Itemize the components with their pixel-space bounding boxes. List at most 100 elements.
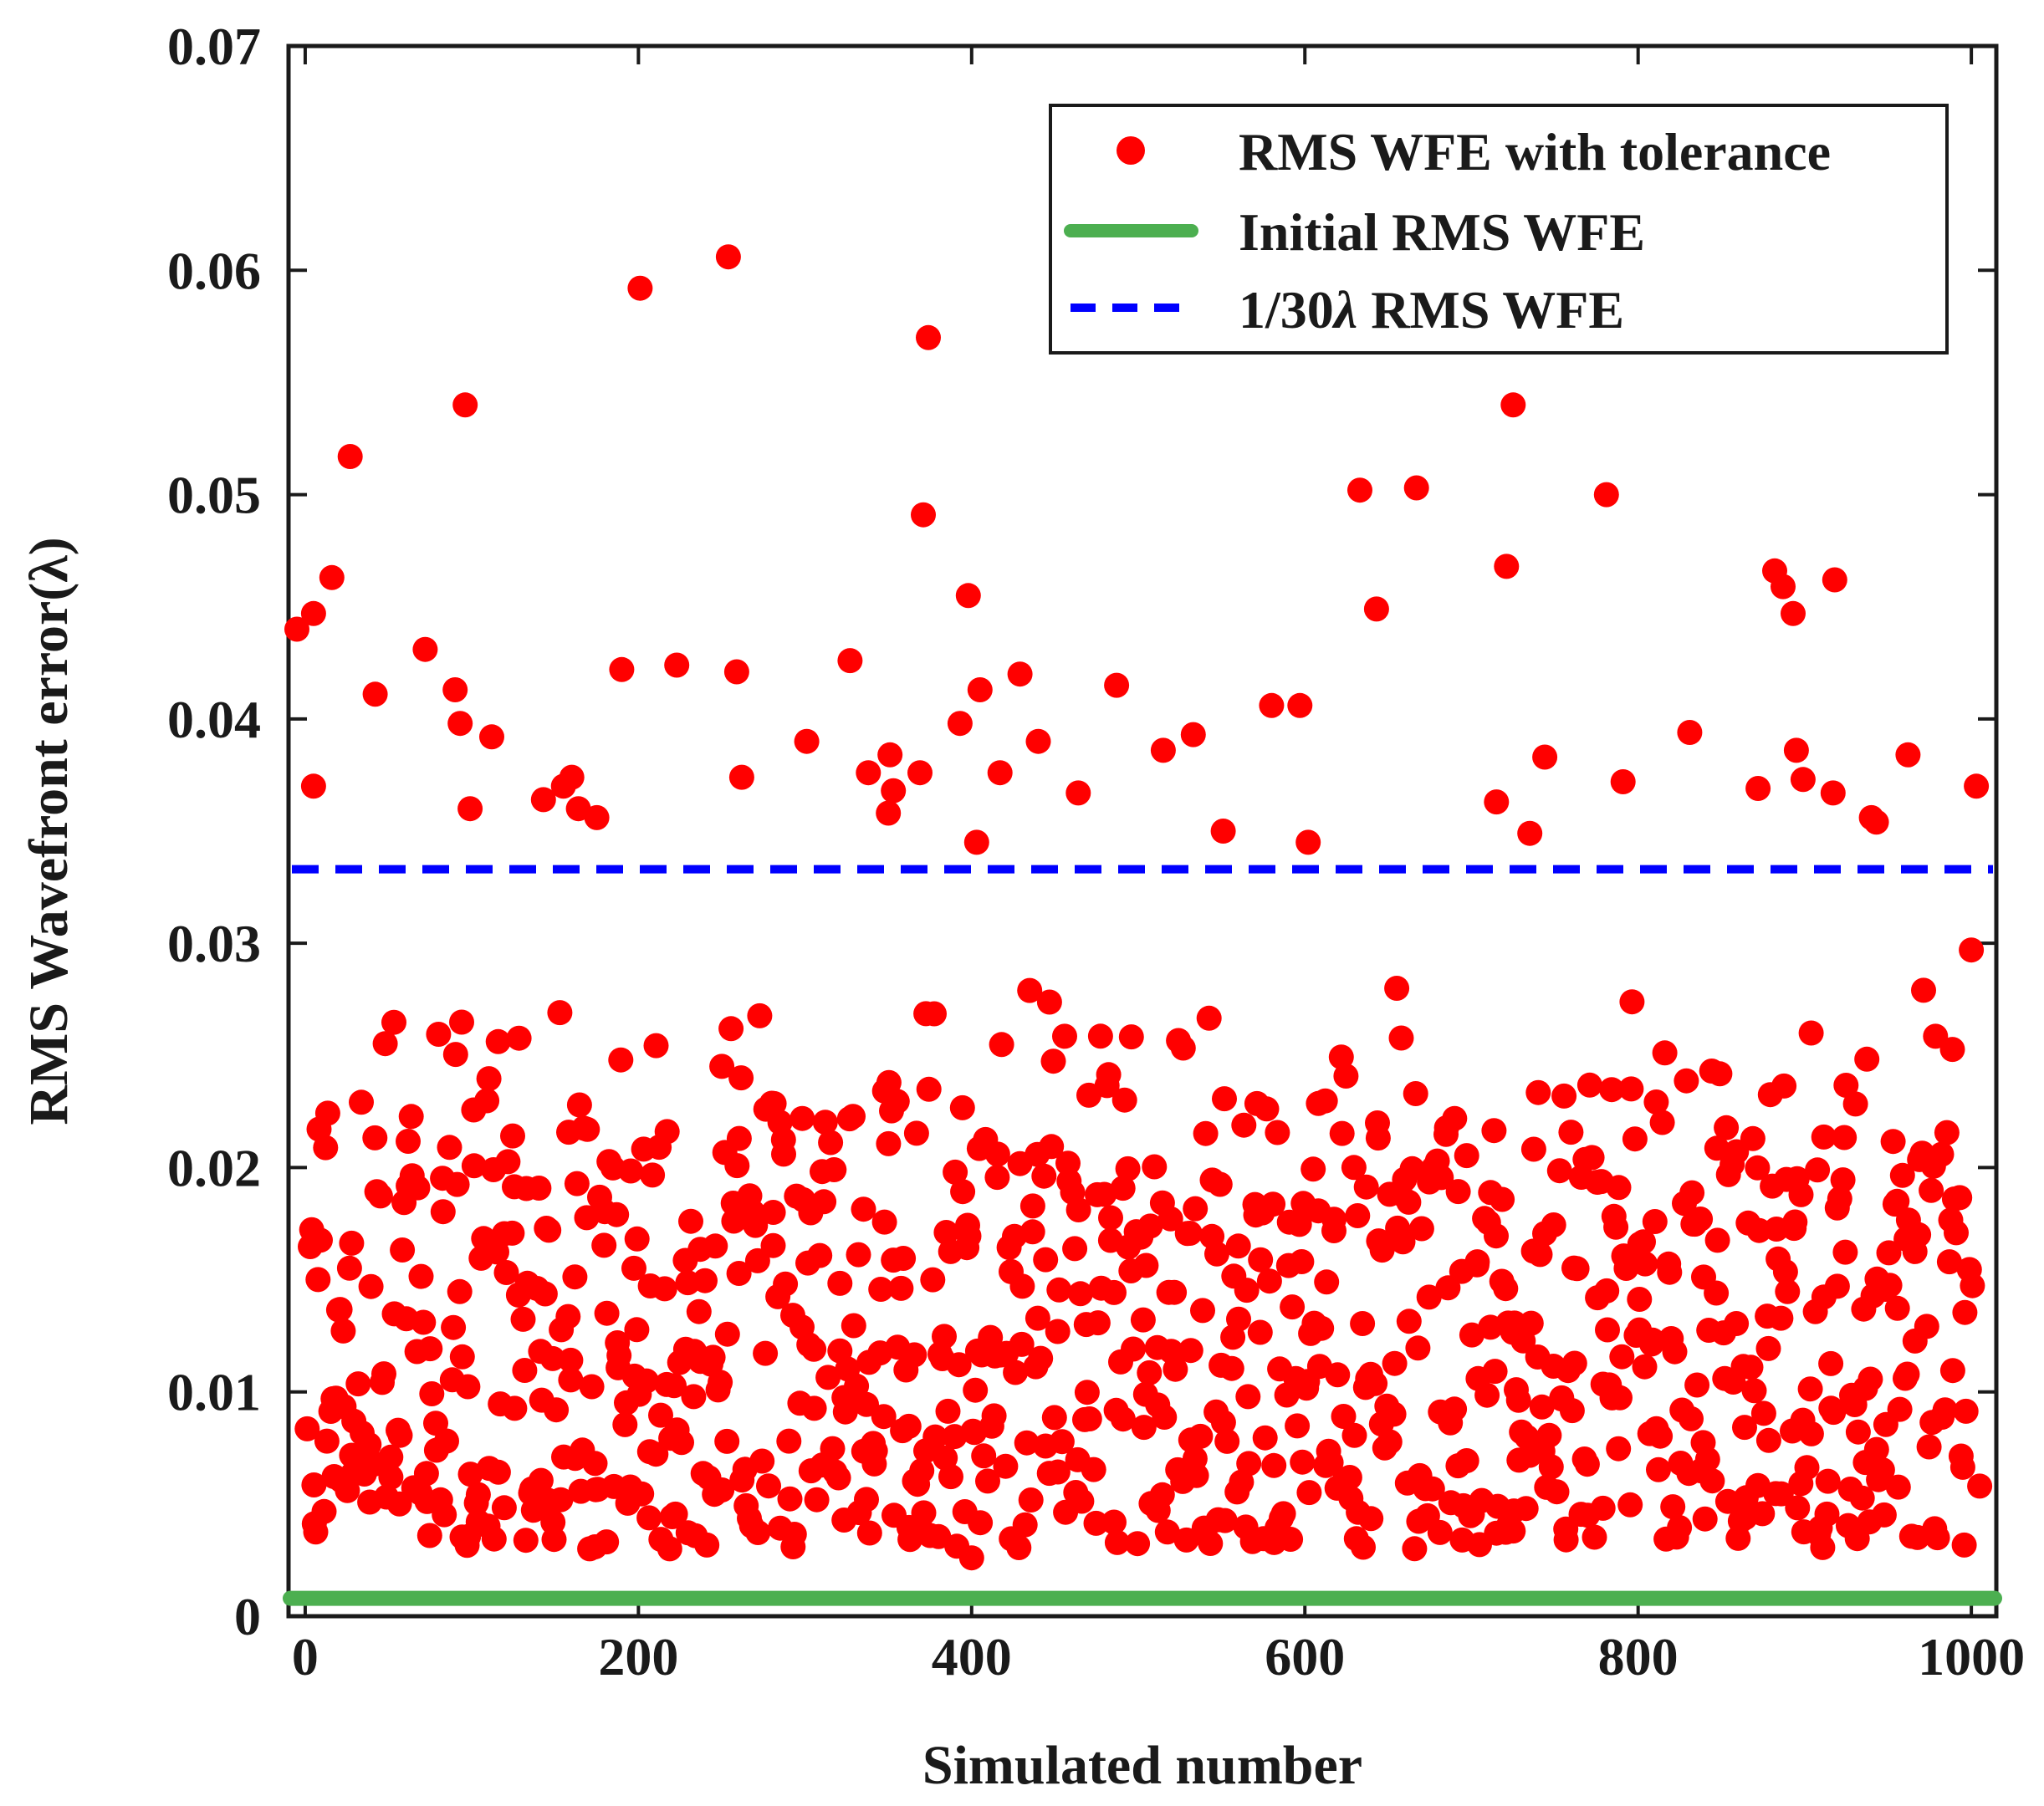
data-point (881, 778, 907, 804)
data-point (664, 652, 690, 678)
data-point (465, 1482, 491, 1508)
data-point (1877, 1273, 1903, 1298)
data-point (485, 1459, 511, 1485)
data-point (633, 1368, 659, 1394)
data-point (922, 1424, 948, 1450)
data-point (681, 1384, 707, 1410)
data-point (1028, 1345, 1054, 1371)
data-point (723, 659, 749, 685)
data-point (1594, 1278, 1620, 1303)
data-point (662, 1501, 688, 1527)
data-point (812, 1110, 838, 1135)
data-point (430, 1199, 456, 1225)
data-point (1405, 1335, 1431, 1361)
data-point (1328, 1044, 1354, 1070)
data-point (1613, 1256, 1639, 1281)
data-point (301, 1472, 327, 1497)
data-point (1396, 1189, 1422, 1215)
data-point (1885, 1474, 1911, 1500)
data-point (1481, 1118, 1507, 1144)
data-point (1871, 1502, 1897, 1528)
data-point (1824, 1273, 1850, 1299)
data-point (648, 1402, 673, 1428)
data-point (1494, 554, 1520, 579)
data-point (1314, 1269, 1340, 1295)
data-point (1133, 1252, 1159, 1278)
data-point (662, 1373, 687, 1399)
data-point (378, 1444, 404, 1470)
data-point (1362, 1370, 1388, 1396)
data-point (1003, 1360, 1029, 1385)
x-tick-label: 0 (292, 1627, 319, 1686)
data-point (1033, 1247, 1059, 1273)
data-point (1454, 1448, 1479, 1473)
data-point (911, 502, 936, 528)
data-point (367, 1183, 393, 1209)
data-point (1353, 1174, 1379, 1200)
data-point (807, 1242, 833, 1268)
data-point (967, 677, 993, 702)
y-axis-title: RMS Wavefront error(λ) (18, 537, 79, 1125)
data-point (1527, 1242, 1553, 1268)
data-point (981, 1403, 1007, 1429)
data-point (1818, 1350, 1844, 1376)
data-point (1500, 392, 1526, 418)
data-point (1677, 720, 1703, 745)
data-point (1427, 1519, 1453, 1545)
data-point (844, 1373, 870, 1399)
data-point (584, 804, 610, 830)
data-point (1603, 1214, 1629, 1240)
data-point (686, 1298, 712, 1324)
data-point (609, 656, 635, 682)
data-point (305, 1267, 331, 1293)
data-point (337, 444, 363, 469)
data-point (1076, 1406, 1102, 1431)
data-point (544, 1397, 570, 1423)
data-point (495, 1149, 521, 1175)
data-point (1532, 744, 1558, 770)
data-point (1505, 1387, 1531, 1413)
data-point (1887, 1396, 1913, 1422)
data-point (449, 1344, 475, 1370)
x-tick-label: 600 (1265, 1627, 1345, 1686)
data-point (345, 1371, 371, 1397)
data-point (1627, 1287, 1653, 1312)
data-point (1830, 1167, 1856, 1193)
data-point (1782, 1209, 1808, 1235)
data-point (1445, 1179, 1471, 1205)
data-point (1558, 1120, 1584, 1145)
data-point (1785, 1495, 1811, 1521)
data-point (1704, 1227, 1730, 1253)
data-point (1358, 1506, 1384, 1532)
data-point (820, 1436, 846, 1462)
data-point (1827, 1186, 1852, 1212)
data-point (294, 1416, 320, 1441)
data-point (629, 1481, 655, 1507)
y-tick-label: 0.07 (167, 17, 261, 76)
data-point (1553, 1527, 1579, 1553)
data-point (1822, 567, 1847, 593)
data-point (1788, 1181, 1814, 1207)
data-point (1609, 1344, 1635, 1370)
data-point (455, 1374, 481, 1400)
data-point (1369, 1237, 1395, 1263)
data-point (1906, 1222, 1932, 1247)
data-point (1012, 1512, 1038, 1538)
data-point (579, 1374, 605, 1400)
data-point (841, 1313, 866, 1339)
data-point (1849, 1485, 1875, 1511)
data-point (479, 724, 504, 750)
data-point (1745, 1155, 1771, 1181)
data-point (1265, 1120, 1290, 1145)
data-point (1914, 1314, 1939, 1339)
data-point (1025, 728, 1051, 754)
data-point (1741, 1378, 1767, 1404)
data-point (604, 1201, 630, 1227)
data-point (1055, 1150, 1081, 1176)
data-point (909, 1457, 935, 1483)
data-point (1679, 1406, 1704, 1431)
data-point (1396, 1309, 1422, 1334)
data-point (606, 1343, 632, 1369)
data-point (955, 583, 981, 609)
data-point (744, 1247, 770, 1273)
